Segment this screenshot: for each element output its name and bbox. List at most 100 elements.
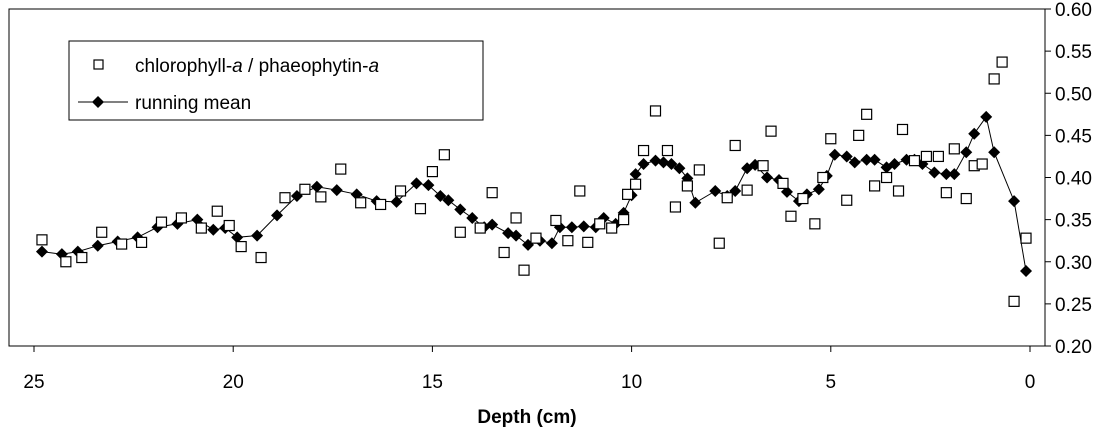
ratio-point — [681, 180, 693, 192]
ratio-markers — [36, 56, 1032, 307]
ratio-point — [1008, 295, 1020, 307]
running-mean-point — [390, 195, 403, 208]
running-mean-point — [988, 146, 1001, 159]
ratio-point — [574, 185, 586, 197]
ratio-point — [809, 218, 821, 230]
ratio-point — [394, 185, 407, 197]
legend-diamond-marker-icon — [92, 96, 104, 108]
ratio-point — [76, 251, 88, 264]
ratio-point — [454, 226, 466, 238]
running-mean-point — [207, 223, 220, 236]
ratio-point — [518, 264, 530, 276]
y-tick-label: 0.25 — [1055, 295, 1092, 316]
ratio-point — [562, 235, 574, 247]
ratio-point — [777, 177, 789, 189]
running-mean-point — [968, 127, 981, 140]
legend: chlorophyll-a / phaeophytin-a running me… — [68, 40, 484, 121]
ratio-point — [841, 194, 853, 206]
running-mean-point — [454, 203, 467, 216]
running-mean-point — [231, 231, 244, 244]
ratio-point — [948, 143, 960, 155]
ratio-point — [920, 150, 933, 163]
ratio-point — [299, 183, 311, 195]
ratio-point — [530, 232, 542, 244]
running-mean-point — [565, 221, 578, 234]
ratio-point — [637, 144, 650, 157]
running-mean-point — [271, 209, 284, 222]
running-mean-point — [629, 168, 642, 181]
ratio-point — [765, 125, 777, 137]
running-mean-point — [649, 154, 662, 167]
ratio-point — [976, 158, 988, 170]
running-mean-point — [980, 110, 993, 123]
running-mean-point — [310, 180, 323, 193]
ratio-point — [757, 160, 769, 172]
ratio-point — [629, 178, 642, 190]
legend-square-marker-icon — [93, 59, 104, 70]
ratio-point — [60, 256, 72, 268]
running-mean-point — [860, 153, 873, 166]
ratio-point — [960, 192, 972, 205]
ratio-point — [669, 201, 682, 213]
running-mean-point — [510, 229, 523, 242]
ratio-point — [996, 56, 1008, 68]
ratio-point — [96, 226, 108, 238]
running-mean-point — [689, 196, 702, 209]
ratio-point — [988, 73, 1000, 85]
ratio-point — [594, 218, 606, 230]
ratio-point — [817, 171, 829, 184]
ratio-point — [116, 238, 128, 250]
running-mean-point — [422, 179, 435, 192]
running-mean-point — [55, 248, 68, 261]
ratio-point — [582, 236, 594, 248]
ratio-point — [880, 171, 893, 184]
ratio-point — [36, 234, 48, 246]
ratio-point — [729, 139, 741, 152]
y-tick-label: 0.20 — [1055, 337, 1092, 358]
running-mean-point — [657, 156, 670, 169]
running-mean-point — [35, 245, 48, 258]
running-mean-point — [960, 146, 973, 159]
ratio-point — [713, 237, 725, 249]
ratio-point — [255, 251, 267, 264]
running-mean-point — [434, 190, 447, 203]
running-mean-point — [91, 239, 104, 252]
x-tick-label: 25 — [23, 372, 44, 393]
ratio-point — [315, 191, 327, 203]
x-tick-label: 0 — [1025, 372, 1036, 393]
ratio-point — [896, 123, 909, 136]
ratio-point — [693, 164, 705, 176]
running-mean-point — [545, 237, 558, 250]
ratio-point — [861, 108, 873, 120]
ratio-point — [618, 214, 630, 226]
ratio-point — [510, 212, 522, 224]
ratio-point — [661, 144, 674, 157]
ratio-point — [211, 205, 223, 217]
ratio-point — [622, 188, 634, 200]
ratio-point — [853, 129, 865, 141]
ratio-point — [438, 149, 450, 161]
ratio-point — [175, 212, 188, 224]
running-mean-point — [1008, 195, 1021, 208]
running-mean-point — [940, 168, 953, 181]
ratio-point — [486, 187, 498, 199]
y-axis-ticks: 0.20 0.25 0.30 0.35 0.40 0.45 0.50 0.55 0.60 — [1045, 0, 1092, 358]
running-mean-point — [71, 245, 84, 258]
running-mean-point — [812, 183, 825, 196]
ratio-point — [797, 192, 809, 205]
ratio-point — [355, 197, 367, 209]
running-mean-point — [828, 148, 841, 161]
legend-box — [68, 40, 484, 121]
ratio-point — [279, 192, 291, 204]
ratio-point — [932, 150, 944, 163]
ratio-point — [135, 236, 148, 248]
ratio-point — [195, 222, 207, 234]
running-mean-point — [1020, 265, 1033, 278]
running-mean-point — [251, 229, 264, 242]
y-tick-label: 0.30 — [1055, 253, 1092, 274]
y-tick-label: 0.50 — [1055, 84, 1092, 105]
ratio-point — [235, 240, 247, 253]
running-mean-point — [840, 150, 853, 163]
x-axis-ticks: 25 20 15 10 5 0 — [23, 346, 1035, 393]
